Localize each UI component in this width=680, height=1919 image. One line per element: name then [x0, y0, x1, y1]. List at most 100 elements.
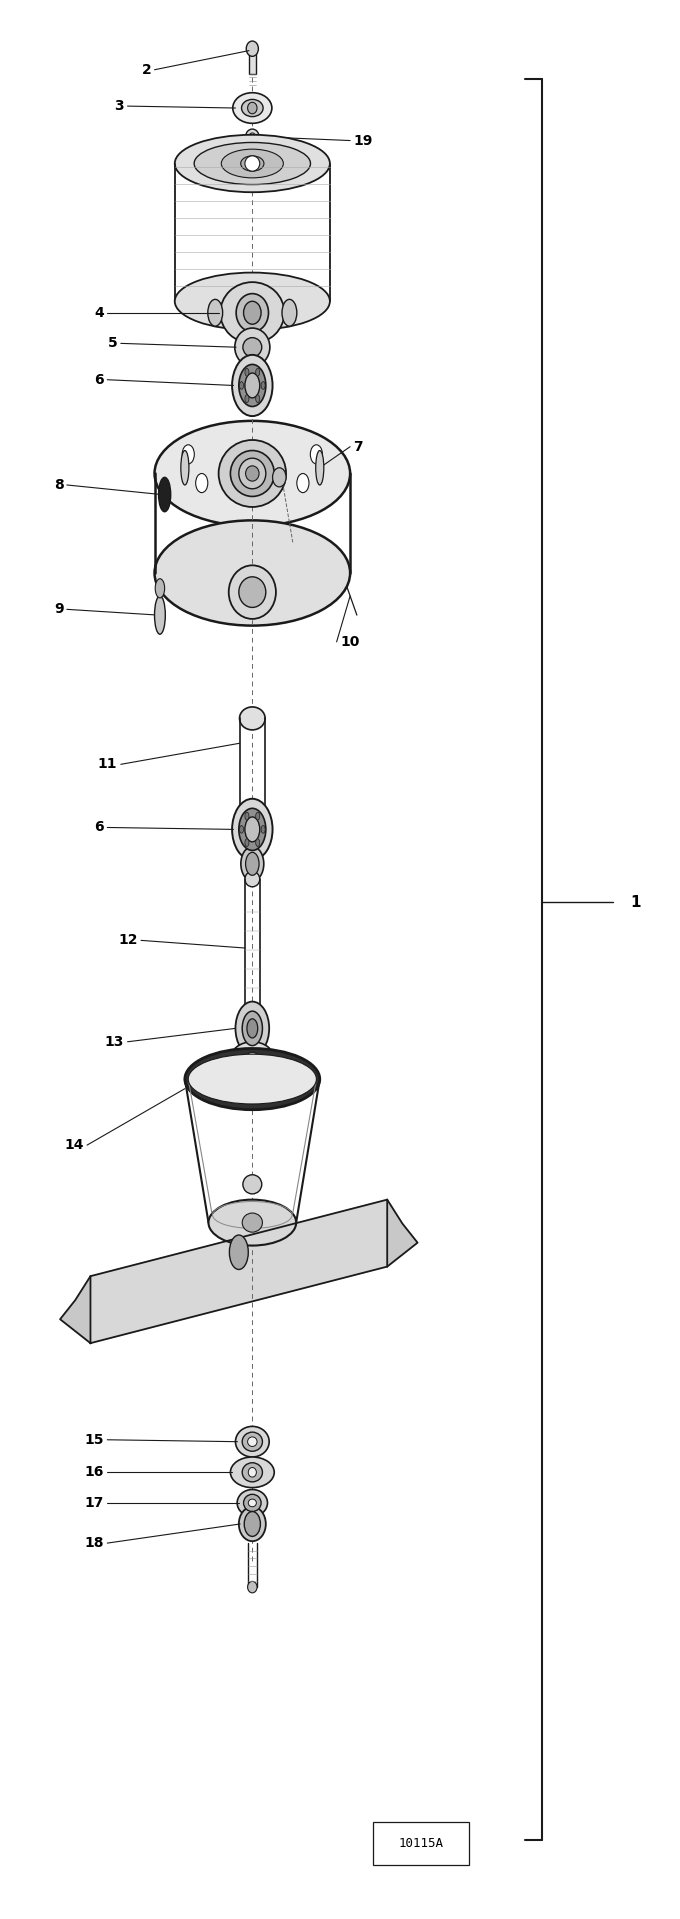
Ellipse shape [245, 466, 259, 482]
Ellipse shape [256, 368, 260, 376]
Ellipse shape [154, 597, 165, 633]
Ellipse shape [209, 1199, 296, 1245]
Ellipse shape [218, 439, 286, 507]
Ellipse shape [248, 102, 257, 113]
Ellipse shape [239, 806, 265, 829]
Ellipse shape [185, 1048, 320, 1109]
Ellipse shape [154, 520, 350, 626]
Ellipse shape [237, 1489, 267, 1516]
Text: 13: 13 [105, 1034, 124, 1050]
Ellipse shape [243, 1174, 262, 1194]
Ellipse shape [256, 812, 260, 819]
Text: 2: 2 [141, 63, 151, 77]
Ellipse shape [235, 1426, 269, 1457]
Ellipse shape [242, 1462, 262, 1481]
Ellipse shape [239, 365, 266, 407]
Ellipse shape [239, 706, 265, 729]
Ellipse shape [181, 451, 189, 486]
Ellipse shape [232, 798, 273, 860]
Ellipse shape [239, 578, 266, 608]
Ellipse shape [155, 580, 165, 599]
Text: 17: 17 [84, 1497, 104, 1510]
Ellipse shape [249, 132, 256, 140]
Text: 6: 6 [95, 372, 104, 388]
Text: 16: 16 [84, 1466, 104, 1480]
Text: 18: 18 [84, 1535, 104, 1551]
Bar [249, 50, 256, 73]
Text: 10: 10 [340, 635, 359, 649]
Polygon shape [90, 1199, 387, 1343]
Ellipse shape [245, 368, 249, 376]
Ellipse shape [245, 129, 259, 144]
Ellipse shape [245, 1052, 259, 1065]
Ellipse shape [239, 808, 266, 850]
Ellipse shape [231, 451, 274, 497]
Ellipse shape [245, 155, 260, 171]
Polygon shape [387, 1199, 418, 1267]
Ellipse shape [243, 338, 262, 357]
Ellipse shape [245, 839, 249, 846]
Ellipse shape [248, 1499, 256, 1506]
Ellipse shape [239, 382, 243, 390]
Ellipse shape [231, 1042, 274, 1077]
Ellipse shape [273, 468, 286, 487]
Ellipse shape [241, 100, 263, 117]
Ellipse shape [231, 1457, 274, 1487]
Ellipse shape [256, 839, 260, 846]
Ellipse shape [242, 1432, 262, 1451]
Ellipse shape [245, 1009, 260, 1025]
Ellipse shape [239, 459, 266, 489]
Text: 9: 9 [54, 603, 63, 616]
Ellipse shape [245, 395, 249, 403]
Ellipse shape [245, 871, 260, 887]
Ellipse shape [243, 1495, 261, 1512]
Ellipse shape [233, 92, 272, 123]
Ellipse shape [175, 272, 330, 330]
Text: 1: 1 [630, 894, 641, 910]
Ellipse shape [235, 328, 270, 367]
Text: 12: 12 [118, 933, 137, 948]
Ellipse shape [196, 474, 208, 493]
Ellipse shape [244, 1512, 260, 1537]
Text: 8: 8 [54, 478, 63, 491]
Ellipse shape [239, 825, 243, 833]
Ellipse shape [248, 1437, 257, 1447]
Ellipse shape [261, 825, 265, 833]
Ellipse shape [235, 1002, 269, 1055]
Ellipse shape [245, 852, 259, 875]
Ellipse shape [261, 382, 265, 390]
Ellipse shape [228, 566, 276, 620]
Ellipse shape [310, 445, 322, 464]
Text: 4: 4 [95, 305, 104, 320]
Ellipse shape [239, 1506, 266, 1541]
Ellipse shape [242, 1213, 262, 1232]
Ellipse shape [188, 1054, 316, 1103]
Ellipse shape [248, 1468, 256, 1478]
Ellipse shape [236, 294, 269, 332]
Ellipse shape [256, 395, 260, 403]
Ellipse shape [297, 474, 309, 493]
Ellipse shape [243, 301, 261, 324]
Ellipse shape [242, 1011, 262, 1046]
Ellipse shape [158, 478, 171, 512]
Text: 15: 15 [84, 1433, 104, 1447]
Ellipse shape [194, 142, 311, 184]
Text: 7: 7 [354, 439, 363, 453]
Ellipse shape [241, 846, 264, 881]
Text: 3: 3 [114, 100, 124, 113]
Text: 10115A: 10115A [398, 1836, 443, 1850]
Ellipse shape [154, 420, 350, 526]
Ellipse shape [245, 372, 260, 397]
Ellipse shape [247, 1019, 258, 1038]
Text: 19: 19 [354, 134, 373, 148]
Ellipse shape [246, 40, 258, 56]
Text: 6: 6 [95, 821, 104, 835]
Ellipse shape [208, 299, 222, 326]
Ellipse shape [175, 134, 330, 192]
Ellipse shape [245, 812, 249, 819]
Ellipse shape [221, 150, 284, 178]
Ellipse shape [245, 817, 260, 842]
Ellipse shape [229, 1236, 248, 1270]
Ellipse shape [248, 1581, 257, 1593]
Ellipse shape [220, 282, 284, 344]
